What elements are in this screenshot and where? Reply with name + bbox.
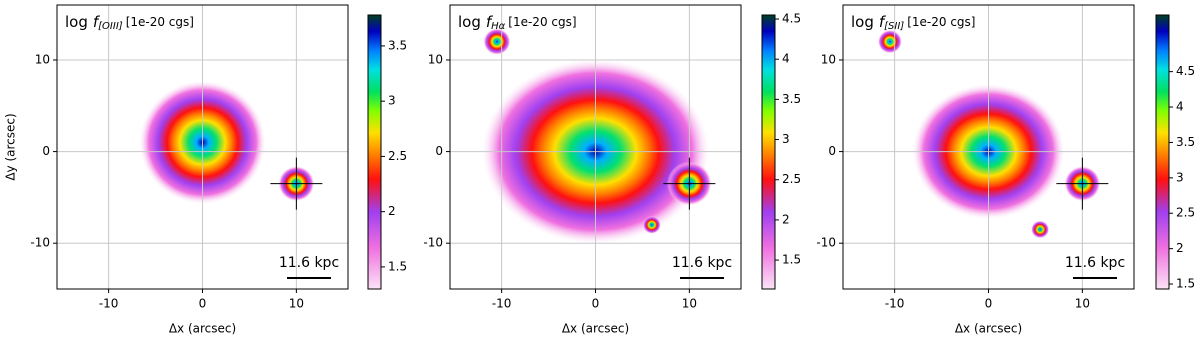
emission-blob [483, 28, 511, 55]
colorbar [761, 14, 776, 290]
colorbar [1155, 14, 1170, 290]
panel-title: log f[SII] [1e-20 cgs] [851, 13, 975, 33]
scale-label: 11.6 kpc [1065, 255, 1125, 271]
axes-frame [56, 4, 349, 290]
colorbar-tick-label: 2 [782, 212, 790, 226]
title-prefix: log [458, 13, 481, 31]
title-prefix: log [851, 13, 874, 31]
colorbar-tick-label: 3.5 [388, 38, 407, 52]
title-subscript: [SII] [884, 21, 904, 32]
colorbar-tick-label: 1.5 [388, 259, 407, 273]
title-unit: [1e-20 cgs] [508, 15, 576, 29]
title-subscript: [OIII] [98, 21, 123, 32]
colorbar-tick-label: 2.5 [782, 172, 801, 186]
x-tick-label: 0 [199, 297, 207, 311]
colorbar-tick-label: 3 [1176, 170, 1184, 184]
title-subscript: Hα [491, 21, 506, 32]
title-symbol: f [93, 13, 101, 31]
x-tick-label: 10 [1075, 297, 1090, 311]
y-tick-label: -10 [30, 236, 50, 250]
colorbar-tick-label: 1.5 [782, 253, 801, 267]
colorbar-tick-label: 2.5 [1176, 206, 1195, 220]
colorbar-tick-label: 3 [388, 94, 396, 108]
x-tick-label: -10 [99, 297, 119, 311]
colorbar-tick-label: 4 [782, 52, 790, 66]
y-tick-label: 10 [35, 52, 50, 66]
colorbar-tick-label: 4.5 [1176, 64, 1195, 78]
emission-blob [642, 216, 661, 234]
colorbar-tick-label: 3.5 [782, 92, 801, 106]
x-axis-label: Δx (arcsec) [562, 322, 629, 336]
colorbar-tick-label: 1.5 [1176, 277, 1195, 291]
y-tick-label: 10 [428, 52, 443, 66]
title-symbol: f [486, 13, 494, 31]
y-axis-label: Δy (arcsec) [4, 113, 18, 180]
scale-label: 11.6 kpc [279, 255, 339, 271]
emission-blob [1031, 220, 1050, 239]
colorbar-tick-label: 3 [782, 132, 790, 146]
axes-frame [449, 4, 742, 290]
title-unit: [1e-20 cgs] [907, 15, 975, 29]
colorbar-tick-label: 2 [388, 204, 396, 218]
y-tick-label: -10 [423, 236, 443, 250]
colorbar [367, 14, 382, 290]
panel-title: log fHα [1e-20 cgs] [458, 13, 577, 33]
title-prefix: log [65, 13, 88, 31]
x-tick-label: 10 [682, 297, 697, 311]
y-tick-label: 0 [435, 144, 443, 158]
colorbar-tick-label: 4 [1176, 100, 1184, 114]
colorbar-tick-label: 4.5 [782, 12, 801, 26]
y-tick-label: 10 [821, 52, 836, 66]
axes-frame [842, 4, 1135, 290]
y-tick-label: -10 [816, 236, 836, 250]
x-tick-label: 0 [985, 297, 993, 311]
x-tick-label: -10 [492, 297, 512, 311]
title-symbol: f [879, 13, 887, 31]
y-tick-label: 0 [828, 144, 836, 158]
x-axis-label: Δx (arcsec) [169, 322, 236, 336]
title-unit: [1e-20 cgs] [126, 15, 194, 29]
y-tick-label: 0 [42, 144, 50, 158]
panel-title: log f[OIII] [1e-20 cgs] [65, 13, 194, 33]
colorbar-tick-label: 2 [1176, 241, 1184, 255]
colorbar-tick-label: 3.5 [1176, 135, 1195, 149]
x-tick-label: 10 [289, 297, 304, 311]
colorbar-tick-label: 2.5 [388, 149, 407, 163]
x-tick-label: -10 [885, 297, 905, 311]
x-axis-label: Δx (arcsec) [955, 322, 1022, 336]
emission-blob [877, 29, 902, 54]
scale-label: 11.6 kpc [672, 255, 732, 271]
x-tick-label: 0 [592, 297, 600, 311]
